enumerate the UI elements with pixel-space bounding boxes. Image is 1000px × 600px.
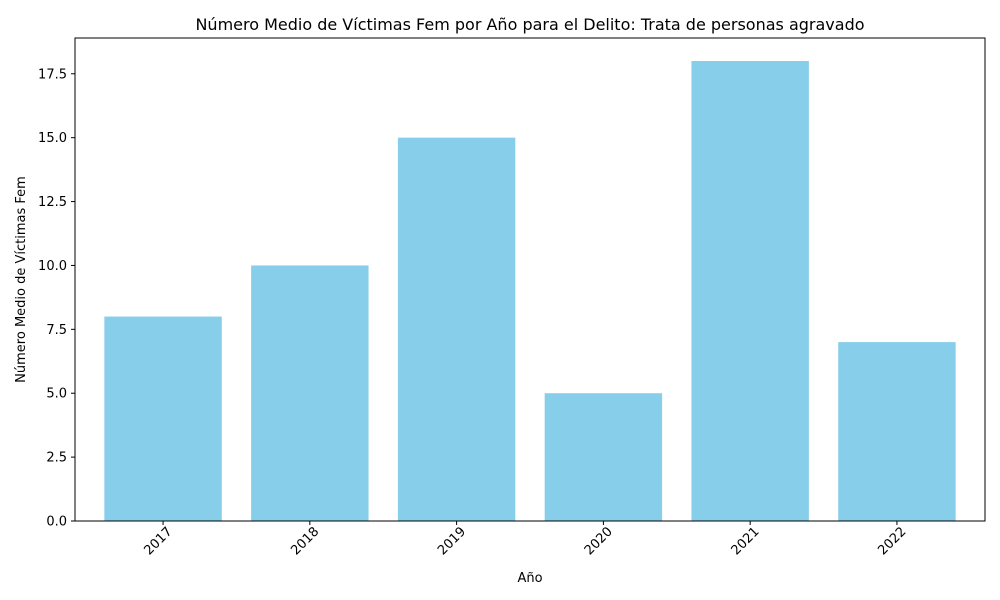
y-tick-label: 17.5: [38, 67, 67, 82]
y-tick-label: 10.0: [38, 259, 67, 274]
y-tick-label: 5.0: [46, 387, 67, 402]
bar-2022: [838, 342, 956, 521]
x-tick-label: 2019: [435, 524, 469, 558]
bar-2019: [397, 137, 516, 521]
x-axis-label: Año: [517, 571, 542, 586]
x-tick-label: 2021: [729, 524, 763, 558]
y-tick-label: 0.0: [46, 515, 67, 530]
y-tick-label: 7.5: [46, 323, 67, 338]
x-tick-label: 2017: [142, 524, 176, 558]
x-tick-label: 2022: [875, 524, 909, 558]
chart-title: Número Medio de Víctimas Fem por Año par…: [195, 15, 864, 34]
x-tick-label: 2020: [582, 524, 616, 558]
y-tick-label: 15.0: [38, 131, 67, 146]
y-axis: 0.0 2.5 5.0 7.5 10.0 12.5 15.0 17.5: [38, 67, 75, 530]
x-axis: 2017 2018 2019 2020 2021 2022: [142, 521, 909, 558]
x-tick-label: 2018: [288, 524, 322, 558]
y-axis-label: Número Medio de Víctimas Fem: [14, 176, 29, 383]
bar-2020: [544, 393, 663, 521]
bar-2017: [104, 316, 222, 521]
bar-2018: [251, 265, 369, 521]
bar-2021: [691, 61, 809, 521]
plot-frame: [74, 37, 986, 522]
y-tick-label: 12.5: [38, 195, 67, 210]
bars-group: [104, 61, 956, 521]
y-tick-label: 2.5: [46, 451, 67, 466]
